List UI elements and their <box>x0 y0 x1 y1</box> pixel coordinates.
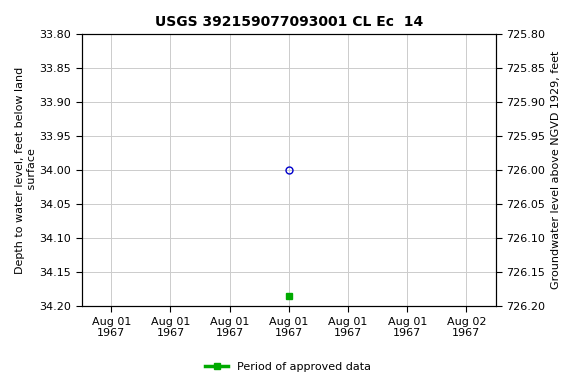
Legend: Period of approved data: Period of approved data <box>201 358 375 377</box>
Y-axis label: Depth to water level, feet below land
 surface: Depth to water level, feet below land su… <box>15 67 37 274</box>
Title: USGS 392159077093001 CL Ec  14: USGS 392159077093001 CL Ec 14 <box>155 15 423 29</box>
Y-axis label: Groundwater level above NGVD 1929, feet: Groundwater level above NGVD 1929, feet <box>551 51 561 290</box>
